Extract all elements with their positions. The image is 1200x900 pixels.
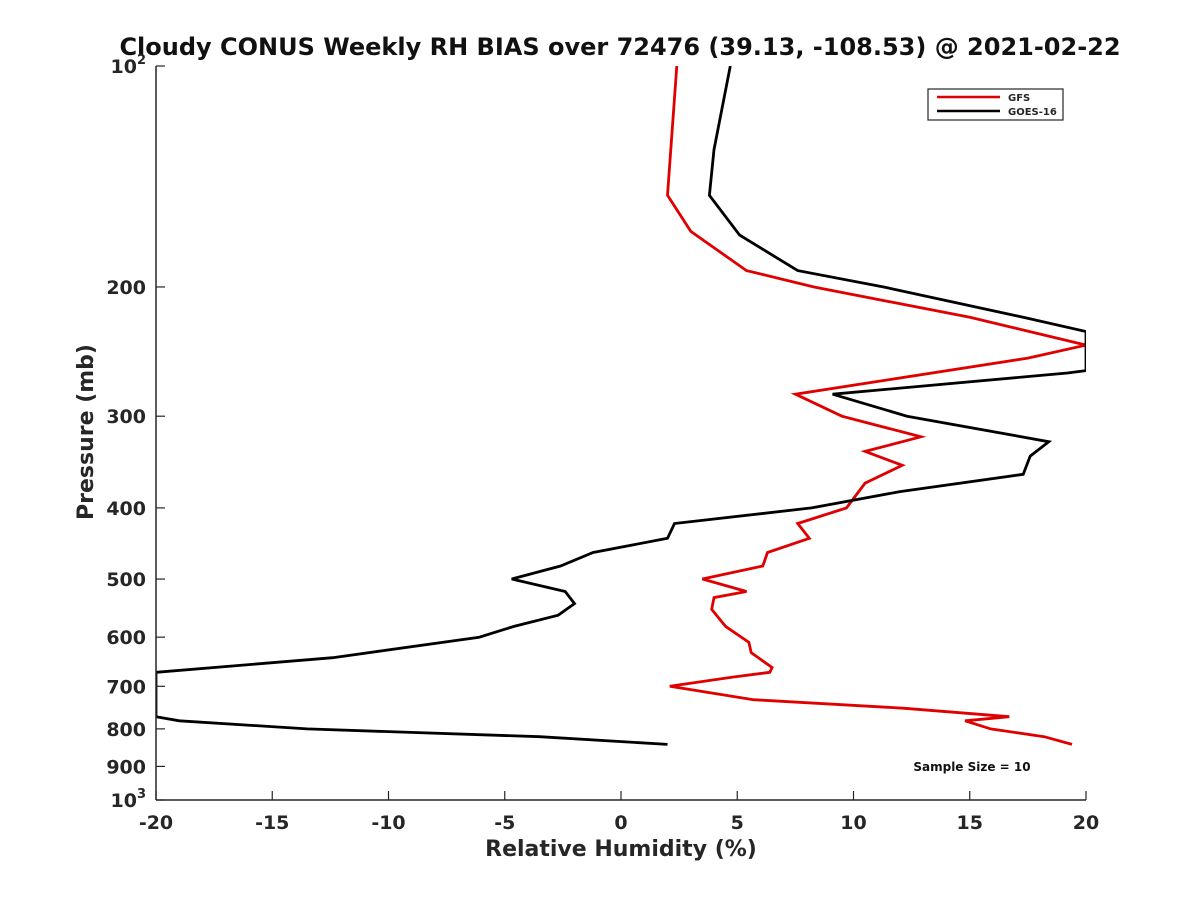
series-line-gfs: [666, 66, 1086, 746]
legend-label-goes16: GOES-16: [1008, 107, 1057, 118]
axes: -20 -15 -10 -5 0 5 10 15 20 102 200 300 400 500 600 700…: [106, 53, 1099, 834]
x-tick-label: 15: [957, 812, 983, 834]
y-tick-label: 200: [106, 277, 146, 299]
x-tick-label: 0: [614, 812, 627, 834]
x-tick-label: -5: [494, 812, 515, 834]
x-tick-label: -20: [139, 812, 173, 834]
x-axis-label: Relative Humidity (%): [485, 837, 757, 862]
y-axis-label: Pressure (mb): [74, 344, 99, 520]
y-tick-label: 103: [111, 787, 147, 812]
y-tick-label: 400: [106, 498, 146, 520]
x-tick-label: 10: [840, 812, 866, 834]
sample-size-annotation: Sample Size = 10: [913, 760, 1030, 774]
plot-area: [156, 66, 1086, 746]
x-tick-label: 20: [1073, 812, 1099, 834]
x-tick-label: -10: [371, 812, 405, 834]
y-tick-label: 300: [106, 406, 146, 428]
y-tick-label: 900: [106, 756, 146, 778]
y-tick-label: 500: [106, 569, 146, 591]
y-tick-label: 700: [106, 676, 146, 698]
y-tick-label: 102: [111, 53, 147, 78]
legend-label-gfs: GFS: [1008, 93, 1030, 104]
legend-box: [927, 88, 1064, 121]
y-tick-label: 800: [106, 719, 146, 741]
legend: GFS GOES-16: [927, 88, 1064, 121]
y-tick-label: 600: [106, 627, 146, 649]
x-tick-label: 5: [731, 812, 744, 834]
x-tick-label: -15: [255, 812, 289, 834]
chart-title: Cloudy CONUS Weekly RH BIAS over 72476 (…: [119, 33, 1120, 61]
series-line-goes16: [156, 66, 1086, 746]
